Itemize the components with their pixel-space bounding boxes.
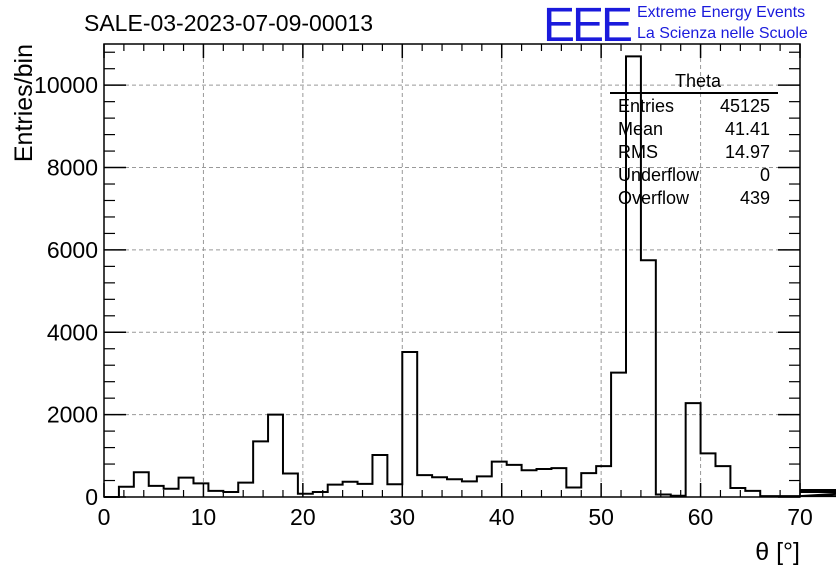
x-tick-label: 10 xyxy=(191,504,217,530)
stats-value: 45125 xyxy=(719,96,770,116)
y-tick-label: 0 xyxy=(85,484,98,510)
y-axis-label: Entries/bin xyxy=(10,44,38,162)
y-tick-label: 2000 xyxy=(47,402,98,428)
stats-value: 14.97 xyxy=(724,142,770,162)
y-tick-label: 8000 xyxy=(47,155,98,181)
grid-lines xyxy=(104,44,800,497)
stats-title: Theta xyxy=(674,71,722,91)
histogram-step-line xyxy=(104,55,836,498)
plot-frame xyxy=(103,43,801,498)
y-tick-label: 10000 xyxy=(34,72,98,98)
x-tick-label: 0 xyxy=(98,504,111,530)
x-tick-label: 70 xyxy=(787,504,813,530)
logo-line-2: La Scienza nelle Scuole xyxy=(637,25,808,42)
x-tick-label: 60 xyxy=(688,504,714,530)
stats-label: Underflow xyxy=(618,165,700,185)
stats-row-underflow: Underflow 0 xyxy=(610,164,778,187)
stats-label: Mean xyxy=(618,119,664,139)
stats-label: Overflow xyxy=(618,188,690,208)
y-tick-label: 4000 xyxy=(47,319,98,345)
eee-logo-mark: EEE xyxy=(543,0,633,52)
stats-row-overflow: Overflow 439 xyxy=(610,187,778,210)
x-tick-label: 30 xyxy=(389,504,415,530)
x-tick-labels: 0 10 20 30 40 50 60 70 xyxy=(98,504,813,530)
x-tick-label: 20 xyxy=(290,504,316,530)
stats-value: 0 xyxy=(759,165,770,185)
logo-line-1: Extreme Energy Events xyxy=(637,4,806,21)
stats-value: 439 xyxy=(739,188,770,208)
stats-box: Theta Entries 45125 Mean 41.41 RMS 14.97 Under… xyxy=(610,70,778,210)
stats-label: RMS xyxy=(618,142,658,162)
stats-row-mean: Mean 41.41 xyxy=(610,118,778,141)
x-axis-label: θ [°] xyxy=(755,538,800,566)
stats-divider xyxy=(610,92,778,94)
y-tick-label: 6000 xyxy=(47,237,98,263)
stats-row-entries: Entries 45125 xyxy=(610,95,778,118)
stats-row-rms: RMS 14.97 xyxy=(610,141,778,164)
y-tick-labels: 0 2000 4000 6000 8000 10000 xyxy=(34,72,98,510)
plot-title: SALE-03-2023-07-09-00013 xyxy=(84,10,373,36)
x-tick-label: 40 xyxy=(489,504,515,530)
stats-label: Entries xyxy=(618,96,675,116)
x-tick-label: 50 xyxy=(588,504,614,530)
stats-value: 41.41 xyxy=(724,119,770,139)
